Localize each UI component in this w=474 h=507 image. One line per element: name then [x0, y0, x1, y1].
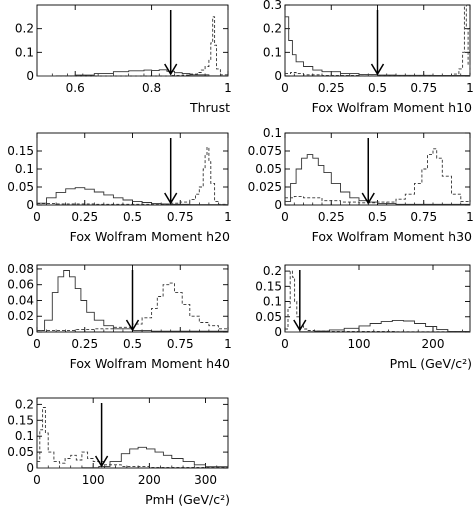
series-solid — [285, 16, 471, 76]
y-tick-label: 0.2 — [263, 264, 282, 278]
series-dashed — [37, 407, 229, 468]
series-dashed — [285, 4, 471, 77]
plot-frame — [284, 264, 471, 333]
panel-h30: 0 0.25 0.5 0.75 1 0 0.025 0.05 0.075 0.1 Fox Wolfr… — [248, 126, 474, 244]
cut-arrow-head — [293, 319, 307, 332]
cut-arrow-head — [125, 319, 140, 332]
x-tick-label: 1 — [224, 337, 232, 351]
x-tick-label: 0 — [281, 210, 289, 224]
series-dashed — [37, 146, 229, 205]
plot-frame — [284, 132, 471, 206]
x-tick-label: 0.25 — [71, 210, 98, 224]
panel-h10: 0 0.25 0.5 0.75 1 0 0.1 0.2 0.3 Fox Wolfram Momen… — [263, 0, 474, 115]
x-tick-label: 100 — [348, 337, 371, 351]
y-tick-label: 0.02 — [7, 309, 34, 323]
cut-arrow-head — [94, 455, 109, 468]
y-tick-label: 0.1 — [263, 45, 282, 59]
cut-arrow-head — [361, 192, 375, 205]
series-dashed — [37, 282, 229, 332]
plot-frame — [36, 397, 229, 469]
series-solid — [37, 69, 229, 77]
x-tick-label: 200 — [138, 473, 161, 487]
x-tick-label: 300 — [194, 473, 217, 487]
y-tick-label: 0.2 — [15, 397, 34, 411]
series-dashed — [285, 148, 471, 205]
y-tick-label: 0.1 — [263, 295, 282, 309]
x-tick-label: 0.5 — [123, 210, 142, 224]
series-dashed — [37, 16, 229, 77]
y-tick-label: 0.15 — [7, 144, 34, 158]
x-tick-label: 0.25 — [318, 81, 345, 95]
y-tick-label: 0.1 — [263, 126, 282, 140]
x-tick-label: 200 — [422, 337, 445, 351]
y-tick-label: 0.3 — [263, 0, 282, 12]
y-tick-label: 0.05 — [7, 180, 34, 194]
x-axis-label: Fox Wolfram Moment h10 — [312, 100, 472, 115]
x-tick-label: 0.25 — [318, 210, 345, 224]
x-tick-label: 0.75 — [167, 337, 194, 351]
x-tick-label: 0 — [281, 81, 289, 95]
cut-arrow-head — [164, 192, 178, 205]
x-axis-label: Fox Wolfram Moment h40 — [70, 356, 230, 371]
y-tick-label: 0 — [26, 198, 34, 212]
x-tick-label: 1 — [224, 81, 232, 95]
y-tick-label: 0 — [26, 69, 34, 83]
x-tick-label: 1 — [466, 210, 474, 224]
y-tick-label: 0.2 — [263, 22, 282, 36]
x-axis-label: PmH (GeV/c²) — [145, 492, 230, 507]
y-tick-label: 0.2 — [15, 22, 34, 36]
y-tick-label: 0 — [26, 325, 34, 339]
x-tick-label: 0 — [33, 210, 41, 224]
x-tick-label: 0.25 — [71, 337, 98, 351]
x-tick-label: 0 — [33, 337, 41, 351]
y-tick-label: 0 — [274, 69, 282, 83]
x-tick-label: 0.75 — [410, 81, 437, 95]
x-tick-label: 0.75 — [167, 210, 194, 224]
y-tick-label: 0 — [274, 198, 282, 212]
y-tick-label: 0.06 — [7, 278, 34, 292]
y-tick-label: 0 — [274, 325, 282, 339]
y-tick-label: 0.15 — [255, 279, 282, 293]
y-tick-label: 0.15 — [7, 413, 34, 427]
panel-pmh: 0 100 200 300 0 0.05 0.1 0.15 0.2 PmH (GeV/c²) — [7, 397, 230, 507]
x-tick-label: 0.5 — [368, 81, 387, 95]
x-tick-label: 0.75 — [410, 210, 437, 224]
y-tick-label: 0.05 — [7, 445, 34, 459]
x-tick-label: 1 — [466, 81, 474, 95]
y-tick-label: 0.05 — [255, 310, 282, 324]
x-axis-label: Fox Wolfram Moment h30 — [312, 229, 472, 244]
y-tick-label: 0.025 — [248, 180, 282, 194]
x-tick-label: 0.6 — [66, 81, 85, 95]
x-tick-label: 0.8 — [142, 81, 161, 95]
series-dashed — [285, 270, 471, 333]
x-tick-label: 0 — [281, 337, 289, 351]
panel-h40: 0 0.25 0.5 0.75 1 0 0.02 0.040.06 0.08 Fox Wolfra… — [7, 262, 232, 371]
x-tick-label: 0.5 — [368, 210, 387, 224]
panel-thrust: 0.6 0.8 1 0 0.1 0.2 Thrust — [15, 4, 232, 115]
y-tick-label: 0.08 — [7, 262, 34, 276]
y-tick-label: 0.075 — [248, 144, 282, 158]
y-tick-label: 0.1 — [15, 45, 34, 59]
x-tick-label: 1 — [224, 210, 232, 224]
cut-arrow-head — [370, 63, 385, 76]
series-solid — [37, 446, 229, 469]
y-tick-label: 0.1 — [15, 162, 34, 176]
panel-h20: 0 0.25 0.5 0.75 1 0 0.05 0.1 0.15 Fox Wolfram Mom… — [7, 132, 232, 244]
x-axis-label: Thrust — [189, 100, 230, 115]
x-tick-label: 0 — [33, 473, 41, 487]
x-axis-label: Fox Wolfram Moment h20 — [70, 229, 230, 244]
y-tick-label: 0.1 — [15, 429, 34, 443]
y-tick-label: 0.04 — [7, 293, 34, 307]
x-tick-label: 0.5 — [123, 337, 142, 351]
y-tick-label: 0 — [26, 461, 34, 475]
x-tick-label: 100 — [82, 473, 105, 487]
x-axis-label: PmL (GeV/c²) — [390, 356, 472, 371]
y-tick-label: 0.05 — [255, 162, 282, 176]
cut-arrow-head — [164, 63, 178, 76]
plot-frame — [36, 132, 229, 206]
plot-frame — [36, 4, 229, 77]
